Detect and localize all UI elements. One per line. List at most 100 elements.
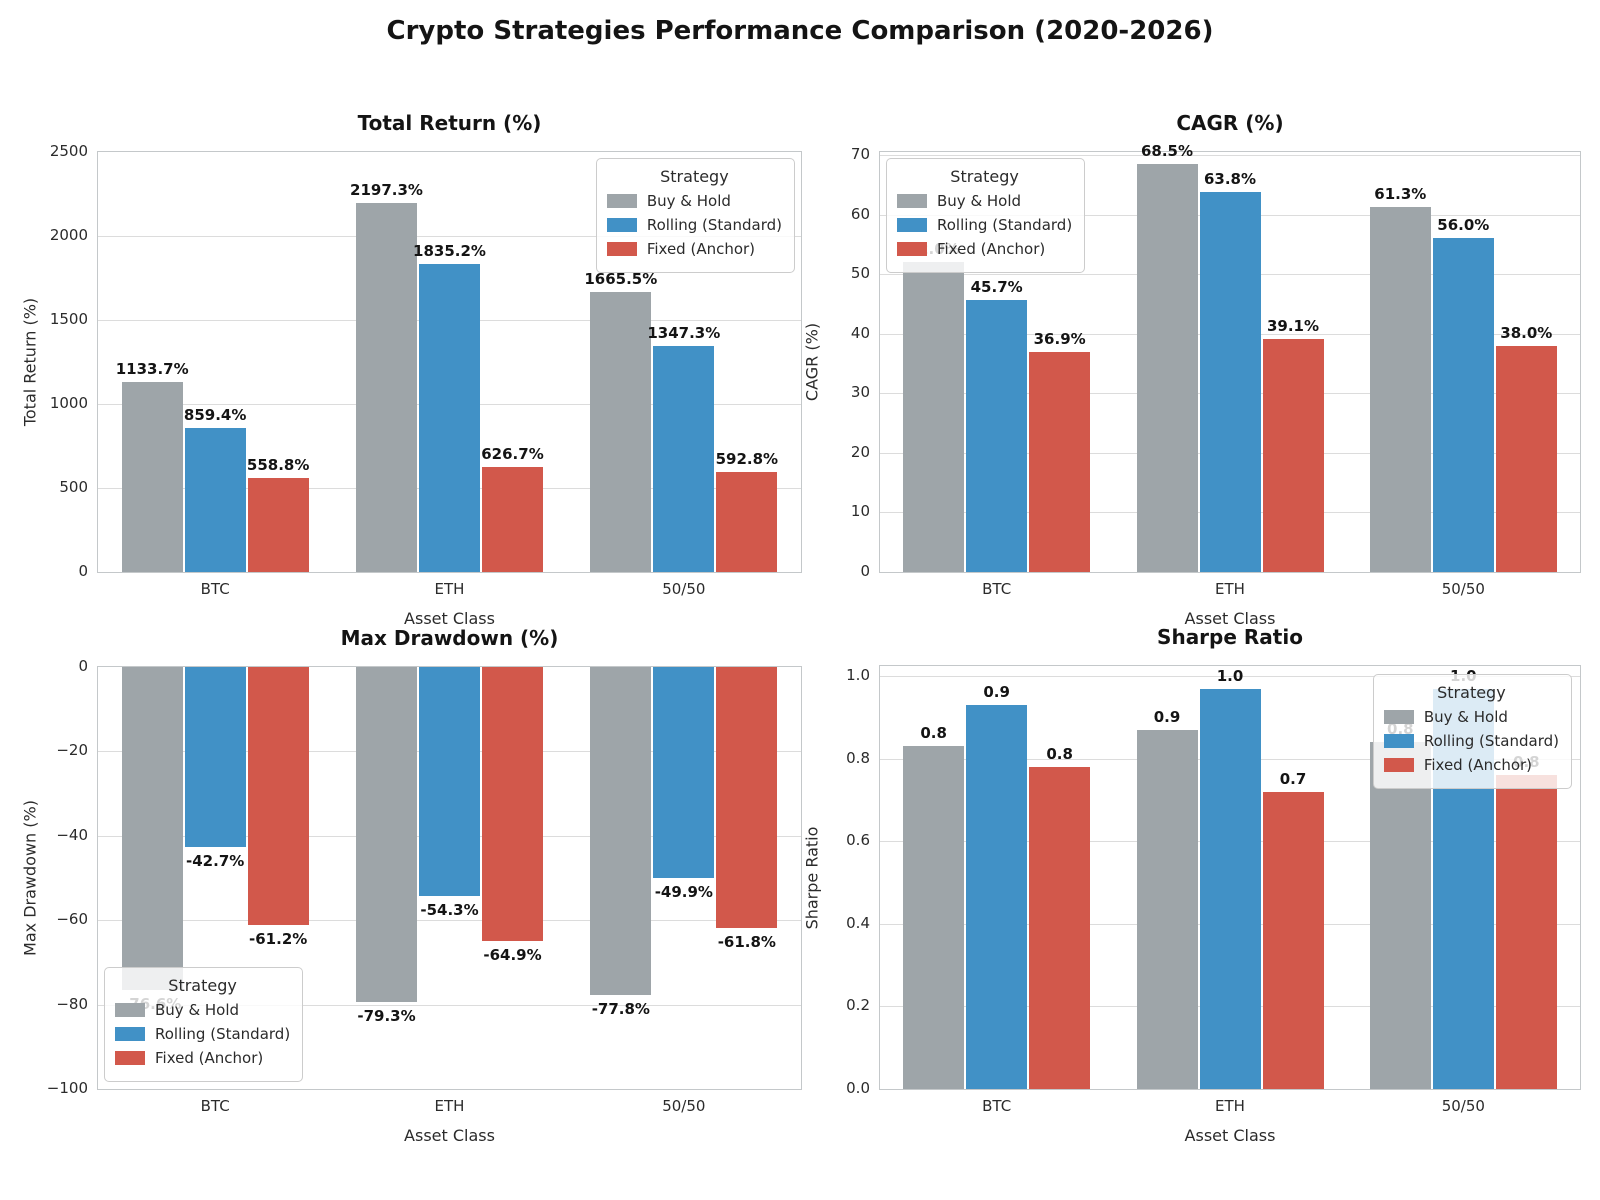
bar-value-label: 1133.7% <box>115 359 189 378</box>
legend-title: Strategy <box>1437 683 1506 702</box>
legend-label: Fixed (Anchor) <box>937 240 1046 258</box>
bar-value-label: 859.4% <box>183 405 247 424</box>
legend-entry-fixed-anchor: Fixed (Anchor) <box>115 1049 290 1067</box>
legend-label: Buy & Hold <box>646 192 731 210</box>
bar-value-label: 1665.5% <box>584 270 658 289</box>
bar-buy-hold-50-50 <box>1369 206 1431 572</box>
gridline <box>880 154 1580 156</box>
bar-buy-hold-btc <box>121 381 183 572</box>
bar-value-label: 63.8% <box>1203 169 1257 188</box>
bar-fixed-anchor-btc <box>247 667 309 926</box>
legend-swatch-rolling-standard-icon <box>606 218 637 232</box>
subplot-cagr: CAGR (%) CAGR (%) 010203040506070BTC52.0… <box>803 111 1581 628</box>
legend-label: Buy & Hold <box>155 1001 240 1019</box>
bar-rolling-standard-eth <box>419 263 480 572</box>
bar-buy-hold-eth <box>1136 163 1198 572</box>
bar-value-label: -49.9% <box>654 882 713 901</box>
bar-fixed-anchor-eth <box>482 466 543 572</box>
bar-value-label: 1347.3% <box>647 323 721 342</box>
legend-title: Strategy <box>950 167 1019 186</box>
legend-entry-buy-hold: Buy & Hold <box>897 192 1072 210</box>
bar-rolling-standard-btc <box>966 705 1028 1089</box>
legend-swatch-rolling-standard-icon <box>897 218 927 232</box>
legend-entry-rolling-standard: Rolling (Standard) <box>897 216 1072 234</box>
bar-value-label: 0.7 <box>1279 769 1307 788</box>
legend-label: Rolling (Standard) <box>155 1025 291 1043</box>
bar-value-label: -42.7% <box>186 852 245 871</box>
legend-entry-buy-hold: Buy & Hold <box>1383 708 1559 726</box>
x-axis-label-cagr: Asset Class <box>1184 609 1276 628</box>
bar-rolling-standard-eth <box>1199 688 1261 1089</box>
legend-label: Fixed (Anchor) <box>646 240 756 258</box>
legend-title: Strategy <box>660 167 729 186</box>
legend-swatch-fixed-anchor-icon <box>1383 758 1414 772</box>
legend-entry-rolling-standard: Rolling (Standard) <box>115 1025 290 1043</box>
legend-entry-fixed-anchor: Fixed (Anchor) <box>897 240 1072 258</box>
bar-value-label: 56.0% <box>1437 216 1490 235</box>
x-tick-label: ETH <box>434 580 465 598</box>
bar-rolling-standard-50-50 <box>1432 238 1494 572</box>
bar-value-label: 36.9% <box>1033 330 1086 349</box>
legend-entry-buy-hold: Buy & Hold <box>115 1001 290 1019</box>
bar-rolling-standard-50-50 <box>653 667 715 878</box>
y-tick-label: 0.2 <box>846 996 870 1015</box>
legend-label: Buy & Hold <box>937 192 1022 210</box>
chart-title-cagr: CAGR (%) <box>1176 111 1284 135</box>
bar-buy-hold-50-50 <box>590 667 652 996</box>
bar-value-label: 626.7% <box>481 444 544 463</box>
x-axis-label-max-drawdown: Asset Class <box>404 1126 495 1145</box>
y-tick-label: −20 <box>56 741 88 760</box>
figure-title: Crypto Strategies Performance Comparison… <box>386 16 1214 46</box>
chart-title-max-drawdown: Max Drawdown (%) <box>340 626 559 650</box>
subplot-sharpe-ratio: Sharpe Ratio Sharpe Ratio 0.0 0.2 0.4 0.6 0.… <box>803 625 1581 1145</box>
x-axis-label-total-return: Asset Class <box>404 609 495 628</box>
legend: Strategy Buy & Hold Rolling (Standard) Fixe… <box>1372 674 1572 789</box>
bar-buy-hold-eth <box>356 202 417 572</box>
y-tick-label: 70 <box>850 144 870 163</box>
y-tick-label: 30 <box>850 383 870 402</box>
plot-area-cagr: 010203040506070BTC52.0%45.7%36.9%ETH68.5… <box>851 142 1581 598</box>
bar-fixed-anchor-50-50 <box>1495 775 1557 1089</box>
legend-swatch-rolling-standard-icon <box>1383 734 1414 748</box>
x-tick-label: BTC <box>200 1097 230 1115</box>
legend-label: Rolling (Standard) <box>646 216 782 234</box>
bar-value-label: 39.1% <box>1266 317 1320 336</box>
bar-fixed-anchor-eth <box>482 667 543 941</box>
y-tick-label: 40 <box>850 323 870 342</box>
legend-swatch-buy-hold-icon <box>115 1003 145 1017</box>
x-tick-label: ETH <box>434 1097 465 1115</box>
legend-swatch-buy-hold-icon <box>897 194 927 208</box>
bar-value-label: 0.9 <box>1153 707 1181 726</box>
y-tick-label: 60 <box>850 204 870 223</box>
y-tick-label: 10 <box>850 502 870 521</box>
y-tick-label: −100 <box>46 1079 88 1097</box>
bar-value-label: 61.3% <box>1374 184 1427 203</box>
legend-swatch-fixed-anchor-icon <box>897 242 927 256</box>
y-tick-label: 0 <box>78 657 88 675</box>
bar-buy-hold-btc <box>121 667 183 991</box>
legend: Strategy Buy & Hold Rolling (Standard) Fixe… <box>595 158 795 273</box>
bar-value-label: 1835.2% <box>413 241 486 260</box>
bar-fixed-anchor-btc <box>247 478 309 572</box>
y-tick-label: 1000 <box>49 394 88 412</box>
legend-swatch-rolling-standard-icon <box>115 1027 145 1041</box>
plot-area-max-drawdown: 0−20−40−60−80−100BTC-76.6%-42.7%-61.2%ET… <box>47 657 802 1115</box>
gridline <box>98 920 801 922</box>
chart-title-total-return: Total Return (%) <box>357 111 542 135</box>
bar-rolling-standard-eth <box>419 667 480 897</box>
y-tick-label: 50 <box>850 264 870 283</box>
bar-fixed-anchor-btc <box>1029 767 1091 1089</box>
x-tick-label: BTC <box>200 580 230 598</box>
legend-label: Buy & Hold <box>1423 708 1508 726</box>
legend-entry-fixed-anchor: Fixed (Anchor) <box>1383 756 1559 774</box>
gridline <box>98 236 801 237</box>
bar-value-label: 0.9 <box>983 683 1010 702</box>
bar-value-label: 68.5% <box>1140 141 1194 160</box>
bar-value-label: -77.8% <box>591 1000 650 1019</box>
y-axis-label-max-drawdown: Max Drawdown (%) <box>20 800 40 956</box>
legend-label: Rolling (Standard) <box>1423 732 1559 750</box>
bar-fixed-anchor-eth <box>1262 339 1324 572</box>
legend-swatch-buy-hold-icon <box>1383 710 1414 724</box>
bar-fixed-anchor-50-50 <box>1495 345 1557 572</box>
x-tick-label: ETH <box>1215 580 1245 598</box>
